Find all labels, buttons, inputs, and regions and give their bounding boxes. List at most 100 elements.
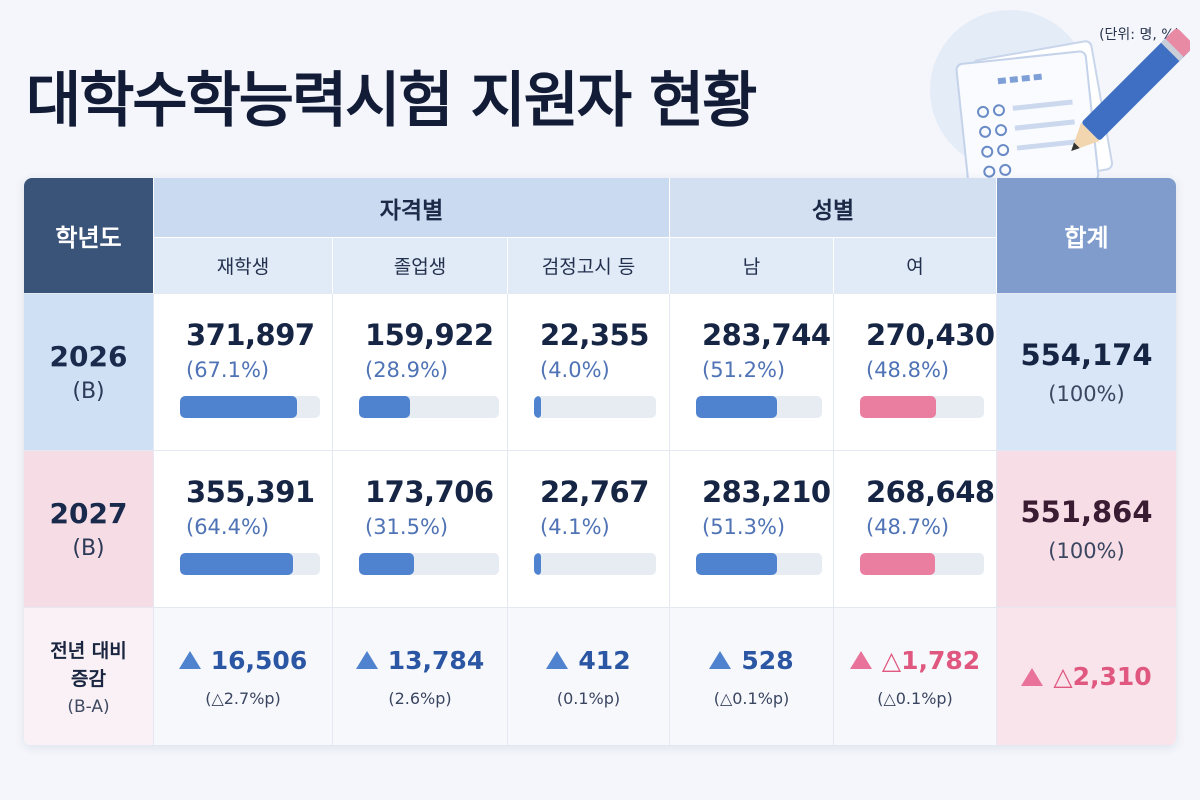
share-bar-fill: [180, 553, 293, 575]
value: 159,922: [365, 318, 494, 352]
row-year-2026: 2026 (B): [24, 294, 154, 451]
share-bar-fill: [860, 396, 936, 418]
triangle-up-icon: [709, 651, 732, 669]
share-bar-fill: [534, 553, 542, 575]
header-year: 학년도: [24, 178, 154, 294]
cell-2026-male: 283,744 (51.2%): [670, 294, 834, 451]
cell-2026-ged: 22,355 (4.0%): [508, 294, 670, 451]
total-2026: 554,174 (100%): [997, 294, 1176, 451]
diff-total-value: △2,310: [1053, 662, 1152, 691]
diff-sub: (△2.7%p): [205, 688, 281, 708]
percent: (31.5%): [365, 515, 449, 539]
diff-ged: 412 (0.1%p): [508, 608, 670, 746]
share-bar: [696, 553, 822, 575]
percent: (64.4%): [186, 515, 270, 539]
percent: (4.0%): [540, 358, 610, 382]
total-value: 554,174: [1020, 338, 1153, 372]
percent: (51.3%): [702, 515, 786, 539]
percent: (4.1%): [540, 515, 610, 539]
triangle-up-icon: [355, 651, 378, 669]
value: 22,355: [540, 318, 649, 352]
diff-total: △2,310: [997, 608, 1176, 746]
triangle-up-icon: [849, 651, 872, 669]
diff-label: 전년 대비 증감 (B-A): [24, 608, 154, 746]
diff-value: 16,506: [210, 645, 308, 675]
row-year-2027: 2027 (B): [24, 451, 154, 608]
header-female: 여: [834, 238, 997, 294]
header-enrolled: 재학생: [154, 238, 333, 294]
cell-2027-ged: 22,767 (4.1%): [508, 451, 670, 608]
diff-graduate: 13,784 (2.6%p): [333, 608, 508, 746]
cell-2027-male: 283,210 (51.3%): [670, 451, 834, 608]
total-2027: 551,864 (100%): [997, 451, 1176, 608]
cell-2026-graduate: 159,922 (28.9%): [333, 294, 508, 451]
diff-label-line1: 전년 대비: [50, 639, 127, 662]
header-ged: 검정고시 등: [508, 238, 670, 294]
triangle-up-icon: [546, 651, 569, 669]
share-bar: [359, 553, 499, 575]
year-tag: (B): [72, 379, 105, 404]
percent: (48.7%): [866, 515, 950, 539]
share-bar: [359, 396, 499, 418]
percent: (48.8%): [866, 358, 950, 382]
header-male: 남: [670, 238, 834, 294]
share-bar-fill: [359, 396, 410, 418]
share-bar-fill: [180, 396, 298, 418]
header-total: 합계: [997, 178, 1176, 294]
share-bar: [180, 553, 320, 575]
year-label: 2026: [49, 340, 128, 373]
header-graduate: 졸업생: [333, 238, 508, 294]
header-gender: 성별: [670, 178, 997, 238]
share-bar: [860, 396, 984, 418]
diff-female: △1,782 (△0.1%p): [834, 608, 997, 746]
total-percent: (100%): [1048, 382, 1125, 406]
unit-note: (단위: 명, %): [1099, 27, 1180, 43]
value: 283,210: [702, 475, 831, 509]
total-value: 551,864: [1020, 495, 1153, 529]
share-bar-fill: [534, 396, 542, 418]
share-bar-fill: [696, 396, 777, 418]
diff-value: 412: [578, 645, 631, 675]
percent: (51.2%): [702, 358, 786, 382]
share-bar-fill: [696, 553, 777, 575]
diff-sub: (2.6%p): [388, 688, 452, 708]
triangle-up-icon: [178, 651, 201, 669]
applicant-table: 학년도 자격별 성별 합계 재학생 졸업생 검정고시 등 남 여 2026 (B…: [24, 178, 1176, 746]
diff-value: 528: [741, 645, 794, 675]
diff-label-line3: (B-A): [67, 696, 110, 717]
percent: (28.9%): [365, 358, 449, 382]
total-percent: (100%): [1048, 539, 1125, 563]
value: 173,706: [365, 475, 494, 509]
diff-sub: (0.1%p): [556, 688, 621, 708]
diff-male: 528 (△0.1%p): [670, 608, 834, 746]
cell-2027-enrolled: 355,391 (64.4%): [154, 451, 333, 608]
page-title: 대학수학능력시험 지원자 현황: [26, 66, 757, 136]
diff-sub: (△0.1%p): [877, 688, 953, 708]
value: 268,648: [866, 475, 995, 509]
percent: (67.1%): [186, 358, 270, 382]
year-tag: (B): [72, 536, 105, 561]
diff-value: 13,784: [387, 645, 485, 675]
cell-2026-female: 270,430 (48.8%): [834, 294, 997, 451]
share-bar: [534, 553, 656, 575]
header-qualification: 자격별: [154, 178, 670, 238]
exam-sheet-pencil-icon: [930, 10, 1190, 180]
value: 22,767: [540, 475, 649, 509]
share-bar: [534, 396, 656, 418]
share-bar: [696, 396, 822, 418]
diff-sub: (△0.1%p): [713, 688, 790, 708]
cell-2027-female: 268,648 (48.7%): [834, 451, 997, 608]
triangle-up-icon: [1021, 667, 1044, 686]
diff-value: △1,782: [881, 645, 981, 675]
value: 371,897: [186, 318, 315, 352]
diff-enrolled: 16,506 (△2.7%p): [154, 608, 333, 746]
share-bar: [180, 396, 320, 418]
cell-2026-enrolled: 371,897 (67.1%): [154, 294, 333, 451]
share-bar: [860, 553, 984, 575]
value: 283,744: [702, 318, 831, 352]
cell-2027-graduate: 173,706 (31.5%): [333, 451, 508, 608]
share-bar-fill: [860, 553, 936, 575]
value: 270,430: [866, 318, 995, 352]
value: 355,391: [186, 475, 315, 509]
year-label: 2027: [49, 497, 128, 530]
